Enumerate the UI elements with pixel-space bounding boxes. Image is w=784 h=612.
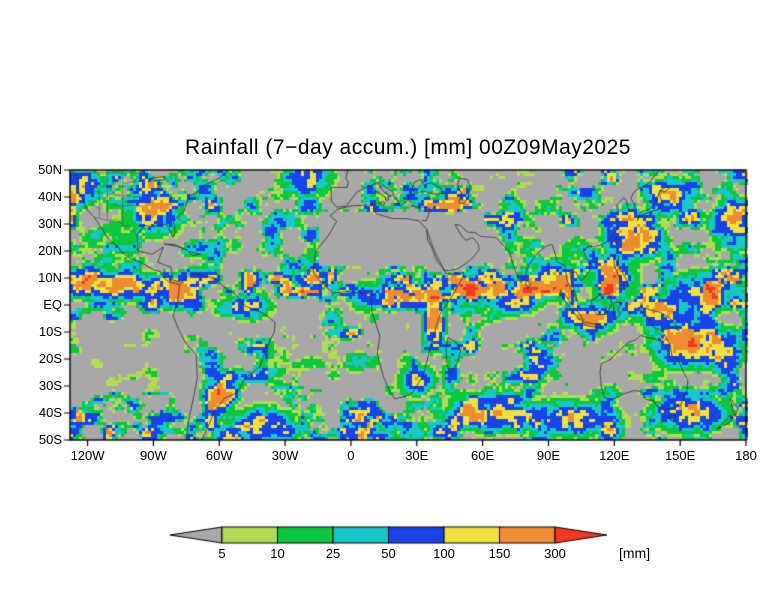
x-tick-label: 120W bbox=[70, 448, 105, 463]
y-tick-label: 30S bbox=[38, 378, 62, 393]
x-tick-label: 180 bbox=[735, 448, 757, 463]
x-tick-label: 60E bbox=[471, 448, 495, 463]
x-tick-label: 30E bbox=[405, 448, 429, 463]
colorbar-level-label: 50 bbox=[381, 546, 396, 561]
x-tick-label: 90W bbox=[140, 448, 167, 463]
x-tick-label: 60W bbox=[205, 448, 233, 463]
colorbar-level-label: 150 bbox=[488, 546, 511, 561]
y-tick-label: 10S bbox=[38, 324, 62, 339]
colorbar-level-label: 100 bbox=[433, 546, 455, 561]
colorbar-level-label: 5 bbox=[218, 546, 226, 561]
y-tick-label: 50S bbox=[38, 432, 62, 447]
y-tick-label: 50N bbox=[38, 162, 62, 177]
colorbar-units-label: [mm] bbox=[619, 545, 651, 561]
x-tick-label: 30W bbox=[271, 448, 299, 463]
y-tick-label: 40N bbox=[38, 189, 62, 204]
x-tick-label: 150E bbox=[664, 448, 696, 463]
colorbar-level-label: 10 bbox=[270, 546, 285, 561]
y-tick-label: 40S bbox=[38, 405, 62, 420]
y-tick-label: 10N bbox=[38, 270, 62, 285]
colorbar-level-label: 25 bbox=[325, 546, 341, 561]
y-tick-label: EQ bbox=[43, 297, 62, 312]
y-tick-label: 30N bbox=[38, 216, 62, 231]
chart-title: Rainfall (7−day accum.) [mm] 00Z09May202… bbox=[185, 136, 631, 159]
x-tick-label: 90E bbox=[536, 448, 561, 463]
y-tick-label: 20S bbox=[38, 351, 62, 366]
y-tick-label: 20N bbox=[38, 243, 62, 258]
colorbar-level-label: 300 bbox=[544, 546, 566, 561]
x-tick-label: 0 bbox=[347, 448, 355, 463]
x-tick-label: 120E bbox=[599, 448, 630, 463]
